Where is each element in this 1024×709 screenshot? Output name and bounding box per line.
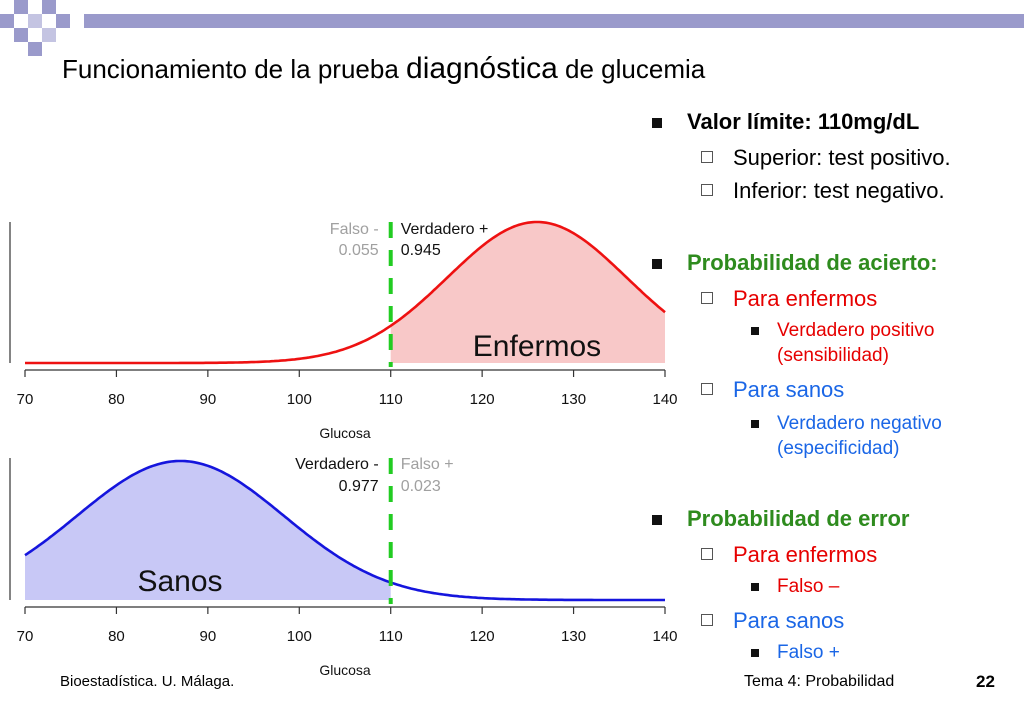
x-tick-label: 80 bbox=[108, 628, 125, 645]
bullet-acierto-enfermos: Para enfermos bbox=[733, 286, 878, 311]
x-axis-label: Glucosa bbox=[319, 662, 371, 678]
x-tick-label: 80 bbox=[108, 391, 125, 408]
label-right-value: 0.945 bbox=[401, 242, 441, 259]
bullet-falso-positivo: Falso + bbox=[777, 642, 840, 663]
sub-bullet-marker-icon bbox=[701, 383, 713, 395]
x-tick-label: 110 bbox=[379, 628, 403, 645]
bullet-superior: Superior: test positivo. bbox=[733, 145, 951, 170]
sub-bullet-marker-icon bbox=[701, 614, 713, 626]
title-part-1: Funcionamiento de la prueba bbox=[62, 54, 407, 84]
x-tick-label: 100 bbox=[287, 628, 312, 645]
sub-sub-bullet-marker-icon bbox=[751, 583, 759, 591]
title-part-3: de glucemia bbox=[557, 54, 706, 84]
enfermos-curve bbox=[25, 220, 666, 365]
bullet-error: Probabilidad de error bbox=[687, 506, 910, 531]
sanos-curve bbox=[24, 459, 665, 602]
x-tick-label: 100 bbox=[287, 391, 312, 408]
bullet-sensibilidad: (sensibilidad) bbox=[777, 345, 889, 366]
deco-square bbox=[42, 0, 56, 14]
label-left-value: 0.055 bbox=[339, 242, 379, 259]
shaded-area bbox=[25, 461, 391, 600]
enfermos-chart: 70 80 90 100 110 120 130 140 Glucosa Enfermos Fals… bbox=[9, 220, 678, 440]
label-left-title: Falso - bbox=[330, 221, 379, 238]
bullet-acierto-sanos: Para sanos bbox=[733, 377, 845, 402]
footer-left: Bioestadística. U. Málaga. bbox=[60, 673, 235, 690]
sub-bullet-marker-icon bbox=[701, 548, 713, 560]
page-number: 22 bbox=[976, 672, 995, 691]
label-right-title: Falso + bbox=[401, 456, 454, 473]
bullet-verdadero-positivo: Verdadero positivo bbox=[777, 320, 935, 341]
sub-sub-bullet-marker-icon bbox=[751, 327, 759, 335]
label-left-value: 0.977 bbox=[339, 478, 379, 495]
x-tick-label: 130 bbox=[561, 391, 586, 408]
bullet-error-sanos: Para sanos bbox=[733, 608, 845, 633]
bullet-error-enfermos: Para enfermos bbox=[733, 542, 878, 567]
bullet-especificidad: (especificidad) bbox=[777, 438, 900, 459]
bullet-inferior: Inferior: test negativo. bbox=[733, 178, 945, 203]
bullet-marker-icon bbox=[652, 118, 662, 128]
label-left-title: Verdadero - bbox=[295, 456, 379, 473]
footer-right: Tema 4: Probabilidad bbox=[744, 673, 895, 690]
bullet-falso-negativo: Falso – bbox=[777, 576, 840, 597]
sub-bullet-marker-icon bbox=[701, 292, 713, 304]
x-tick-label: 110 bbox=[379, 391, 403, 408]
x-tick-label: 90 bbox=[200, 391, 217, 408]
x-tick-label: 140 bbox=[652, 391, 677, 408]
x-tick-label: 120 bbox=[470, 628, 495, 645]
header-bar bbox=[84, 14, 1024, 28]
x-tick-label: 120 bbox=[470, 391, 495, 408]
slide-title: Funcionamiento de la prueba diagnóstica … bbox=[62, 52, 705, 86]
title-part-2: diagnóstica bbox=[406, 52, 558, 85]
shaded-area bbox=[390, 222, 665, 363]
x-tick-label: 90 bbox=[200, 628, 217, 645]
x-axis-label: Glucosa bbox=[319, 425, 371, 440]
deco-square bbox=[14, 28, 28, 42]
bullet-acierto: Probabilidad de acierto: bbox=[687, 250, 938, 275]
x-tick-label: 70 bbox=[17, 391, 34, 408]
bullet-verdadero-negativo: Verdadero negativo bbox=[777, 413, 942, 434]
bullet-valor-limite: Valor límite: 110mg/dL bbox=[687, 109, 920, 134]
deco-square bbox=[14, 0, 28, 14]
x-tick-label: 140 bbox=[652, 628, 677, 645]
deco-square bbox=[28, 42, 42, 56]
sanos-chart: 70 80 90 100 110 120 130 140 Glucosa Sanos Verdade… bbox=[9, 456, 678, 678]
deco-square bbox=[0, 14, 14, 28]
deco-square bbox=[42, 28, 56, 42]
label-right-title: Verdadero + bbox=[401, 221, 489, 238]
series-name-label: Enfermos bbox=[473, 330, 601, 363]
x-tick-label: 130 bbox=[561, 628, 586, 645]
sub-sub-bullet-marker-icon bbox=[751, 420, 759, 428]
x-tick-label: 70 bbox=[17, 628, 34, 645]
bullet-marker-icon bbox=[652, 515, 662, 525]
deco-square bbox=[56, 14, 70, 28]
deco-square bbox=[28, 14, 42, 28]
sub-bullet-marker-icon bbox=[701, 151, 713, 163]
sub-bullet-marker-icon bbox=[701, 184, 713, 196]
label-right-value: 0.023 bbox=[401, 478, 441, 495]
series-name-label: Sanos bbox=[137, 565, 222, 598]
sub-sub-bullet-marker-icon bbox=[751, 649, 759, 657]
bullet-marker-icon bbox=[652, 259, 662, 269]
